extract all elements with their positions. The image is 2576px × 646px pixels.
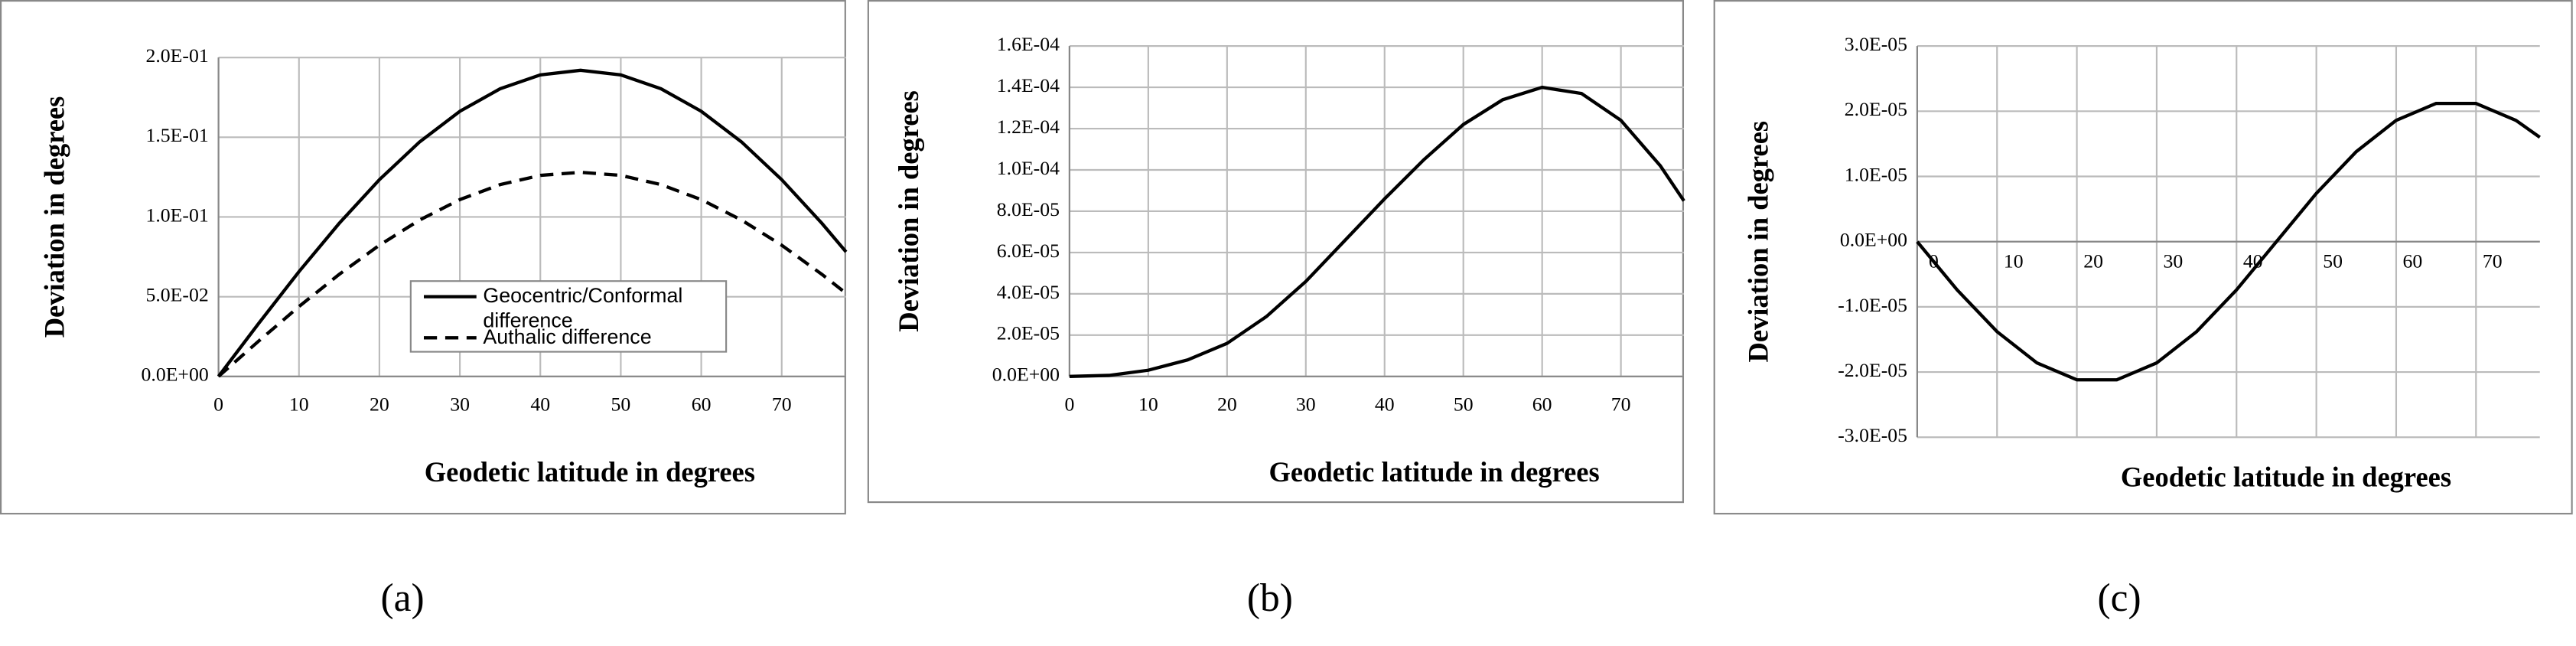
x-tick-label: 60 xyxy=(2403,250,2423,272)
data-line xyxy=(217,170,848,378)
x-tick-label: 40 xyxy=(530,393,550,415)
x-tick-label: 10 xyxy=(289,393,309,415)
panel-caption: (a) xyxy=(381,576,425,620)
legend-box xyxy=(409,280,728,353)
y-tick-label: 1.2E-04 xyxy=(997,116,1060,138)
x-tick-label: 50 xyxy=(1454,393,1474,415)
y-tick-label: 1.6E-04 xyxy=(997,33,1060,55)
x-tick-label: 40 xyxy=(1375,393,1395,415)
y-tick-label: 0.0E+00 xyxy=(1840,229,1907,251)
x-axis-label: Geodetic latitude in degrees xyxy=(425,456,755,488)
x-tick-label: 30 xyxy=(450,393,470,415)
x-axis-label: Geodetic latitude in degrees xyxy=(1269,456,1600,488)
legend-label: Authalic difference xyxy=(483,325,652,349)
legend-label: Geocentric/Conformal difference xyxy=(483,284,683,332)
x-tick-label: 30 xyxy=(2164,250,2184,272)
x-tick-label: 10 xyxy=(1138,393,1158,415)
y-tick-label: 5.0E-02 xyxy=(145,284,208,306)
y-tick-label: 0.0E+00 xyxy=(992,364,1060,386)
data-line xyxy=(1916,101,2541,382)
x-axis-label: Geodetic latitude in degrees xyxy=(2121,461,2451,492)
x-tick-label: 60 xyxy=(692,393,712,415)
y-tick-label: 2.0E-05 xyxy=(997,322,1060,344)
y-tick-label: 0.0E+00 xyxy=(142,364,209,386)
x-tick-label: 10 xyxy=(2004,250,2024,272)
y-tick-label: -2.0E-05 xyxy=(1838,359,1907,381)
y-axis-label: Deviation in degrees xyxy=(893,90,924,332)
data-line xyxy=(217,68,848,378)
x-tick-label: 20 xyxy=(370,393,389,415)
y-tick-label: 6.0E-05 xyxy=(997,240,1060,262)
y-axis-label: Deviation in degrees xyxy=(1742,121,1773,363)
x-tick-label: 20 xyxy=(1217,393,1237,415)
y-tick-label: 1.0E-04 xyxy=(997,157,1060,179)
y-tick-label: 3.0E-05 xyxy=(1845,33,1907,55)
x-tick-label: 60 xyxy=(1532,393,1552,415)
y-tick-label: 4.0E-05 xyxy=(997,281,1060,303)
x-tick-label: 0 xyxy=(213,393,223,415)
y-tick-label: 1.4E-04 xyxy=(997,74,1060,96)
y-tick-label: 2.0E-01 xyxy=(145,44,208,67)
x-tick-label: 70 xyxy=(1611,393,1631,415)
x-tick-label: 70 xyxy=(2483,250,2503,272)
legend-entry: Authalic difference xyxy=(483,325,652,349)
x-tick-label: 30 xyxy=(1296,393,1316,415)
panel-frame xyxy=(1713,0,2573,515)
data-line xyxy=(1069,85,1685,378)
y-tick-label: -1.0E-05 xyxy=(1838,294,1907,316)
panel-caption: (c) xyxy=(2097,576,2141,620)
x-tick-label: 20 xyxy=(2083,250,2103,272)
y-tick-label: 1.0E-05 xyxy=(1845,163,1907,185)
legend-entry: Geocentric/Conformal difference xyxy=(483,284,683,332)
y-tick-label: 2.0E-05 xyxy=(1845,98,1907,120)
y-tick-label: -3.0E-05 xyxy=(1838,424,1907,446)
y-tick-label: 1.5E-01 xyxy=(145,124,208,146)
panel-frame xyxy=(867,0,1685,504)
y-tick-label: 1.0E-01 xyxy=(145,204,208,226)
panel-frame xyxy=(0,0,846,515)
panel-caption: (b) xyxy=(1247,576,1293,620)
x-tick-label: 50 xyxy=(611,393,631,415)
x-tick-label: 0 xyxy=(1064,393,1074,415)
x-tick-label: 50 xyxy=(2323,250,2343,272)
y-axis-label: Deviation in degrees xyxy=(39,96,70,338)
y-tick-label: 8.0E-05 xyxy=(997,198,1060,220)
x-tick-label: 70 xyxy=(772,393,792,415)
